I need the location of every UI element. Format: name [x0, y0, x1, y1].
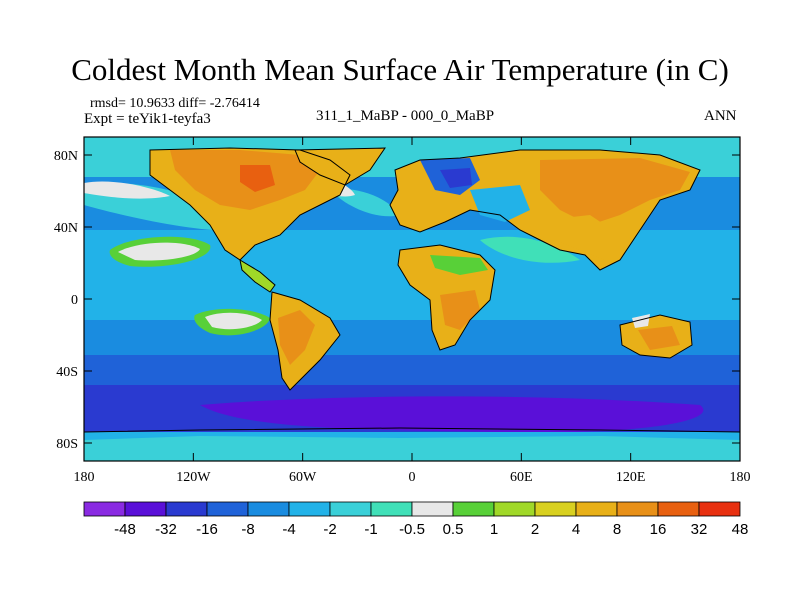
stats-text: rmsd= 10.9633 diff= -2.76414 — [90, 96, 260, 111]
x-axis: 180 120W 60W 0 60E 120E 180 — [74, 137, 751, 485]
case-text: 311_1_MaBP - 000_0_MaBP — [316, 108, 495, 124]
colorbar-swatch — [83, 501, 126, 517]
colorbar-label: 32 — [691, 521, 708, 538]
colorbar-swatch — [616, 501, 659, 517]
colorbar-label: -4 — [282, 521, 295, 538]
colorbar-swatch — [493, 501, 536, 517]
map-title: Coldest Month Mean Surface Air Temperatu… — [71, 52, 729, 87]
y-tick-label: 80N — [54, 149, 78, 164]
colorbar-label: -48 — [114, 521, 136, 538]
colorbar-label: 8 — [613, 521, 621, 538]
y-tick-label: 0 — [71, 293, 78, 308]
x-tick-label: 60W — [289, 470, 317, 485]
colorbar-label: -2 — [323, 521, 336, 538]
x-tick-label: 180 — [730, 470, 751, 485]
x-tick-label: 120W — [176, 470, 211, 485]
colorbar-swatch — [452, 501, 495, 517]
colorbar-label: -1 — [364, 521, 377, 538]
period-text: ANN — [704, 108, 737, 124]
y-tick-label: 40S — [56, 365, 78, 380]
colorbar-label: -0.5 — [399, 521, 425, 538]
colorbar-swatch — [165, 501, 208, 517]
colorbar-label: 1 — [490, 521, 498, 538]
y-tick-label: 40N — [54, 221, 78, 236]
colorbar-swatch — [206, 501, 249, 517]
colorbar-swatch — [575, 501, 618, 517]
colorbar-label: -16 — [196, 521, 218, 538]
colorbar-swatch — [657, 501, 700, 517]
colorbar-swatch — [329, 501, 372, 517]
x-tick-label: 120E — [616, 470, 646, 485]
x-tick-label: 0 — [409, 470, 416, 485]
colorbar-label: 0.5 — [443, 521, 464, 538]
colorbar-swatch — [247, 501, 290, 517]
colorbar-swatch — [411, 501, 454, 517]
colorbar-swatch — [698, 501, 741, 517]
colorbar-label: -8 — [241, 521, 254, 538]
colorbar-swatch — [124, 501, 167, 517]
colorbar-swatch — [288, 501, 331, 517]
colorbar-swatch — [534, 501, 577, 517]
y-tick-label: 80S — [56, 437, 78, 452]
colorbar-label: 4 — [572, 521, 580, 538]
x-tick-label: 60E — [510, 470, 533, 485]
experiment-text: Expt = teYik1-teyfa3 — [84, 111, 211, 127]
x-tick-label: 180 — [74, 470, 95, 485]
coastlines — [84, 147, 740, 433]
colorbar: -48 -32 -16 -8 -4 -2 -1 -0.5 0.5 1 2 4 8 16 32 48 — [83, 501, 749, 538]
colorbar-label: 16 — [650, 521, 667, 538]
colorbar-label: -32 — [155, 521, 177, 538]
colorbar-label: 48 — [732, 521, 749, 538]
colorbar-swatch — [370, 501, 413, 517]
y-axis: 80N 40N 0 40S 80S — [54, 149, 740, 452]
colorbar-label: 2 — [531, 521, 539, 538]
temperature-field — [84, 137, 740, 461]
